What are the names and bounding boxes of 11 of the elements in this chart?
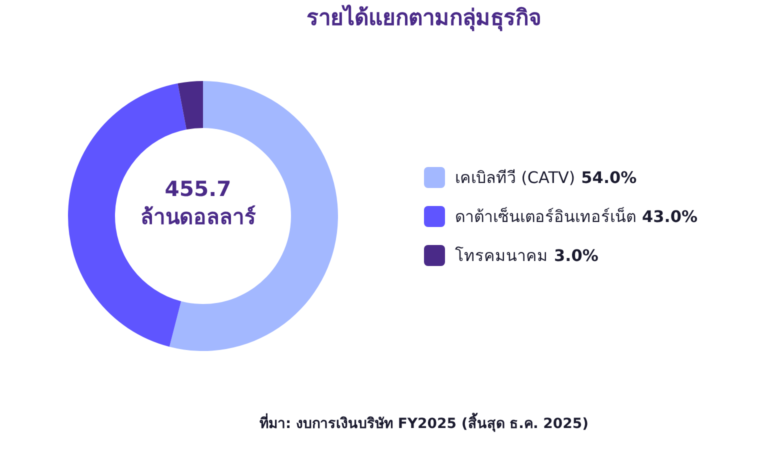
legend-label: เคเบิลทีวี (CATV) bbox=[455, 168, 576, 187]
legend-label: ดาต้าเซ็นเตอร์อินเทอร์เน็ต bbox=[455, 207, 636, 226]
data-label: 54.0% bbox=[581, 168, 637, 187]
legend-label: โทรคมนาคม bbox=[455, 246, 548, 265]
data-label: 43.0% bbox=[642, 207, 698, 226]
data-label: 3.0% bbox=[554, 246, 598, 265]
text: ที่มา: งบการเงินบริษัท FY2025 (สิ้นสุด ธ.ค. 2025) bbox=[258, 414, 590, 434]
chart-title: รายได้แยกตามกลุ่มธุรกิจ bbox=[306, 4, 542, 34]
text: 455.7 bbox=[164, 176, 232, 203]
text: ล้านดอลลาร์ bbox=[140, 204, 257, 231]
donut-slice bbox=[178, 81, 203, 130]
